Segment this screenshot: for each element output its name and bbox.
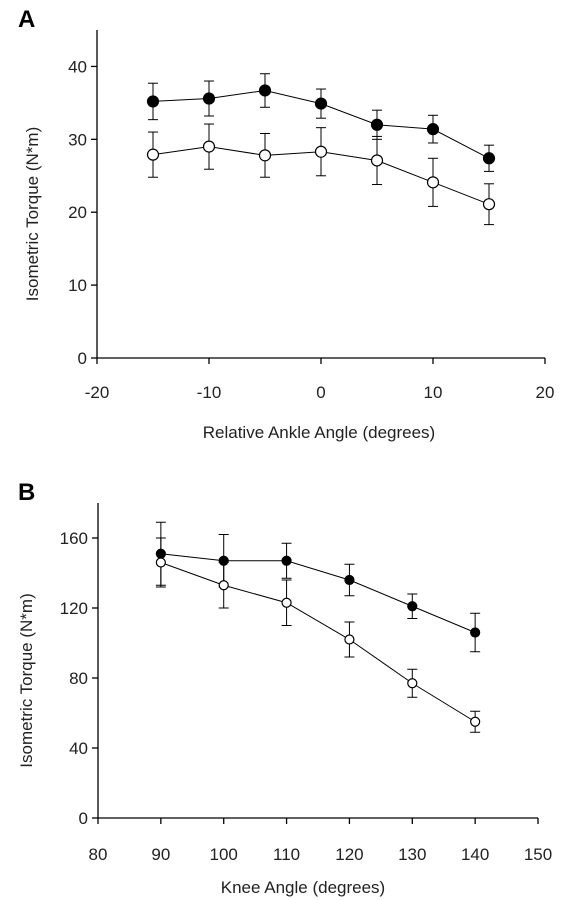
data-point-filled [482, 152, 496, 165]
x-tick-label: 110 [273, 845, 300, 864]
data-point-open [155, 557, 166, 568]
panel-letter: A [18, 6, 35, 33]
x-tick-label: 100 [210, 845, 238, 864]
x-tick-label: 130 [398, 845, 426, 864]
data-point-filled [281, 555, 292, 566]
data-point-open [426, 176, 440, 189]
panel-letter: B [18, 479, 35, 506]
x-tick-label: 150 [524, 845, 552, 864]
y-tick-label: 20 [68, 203, 87, 222]
data-point-filled [314, 97, 328, 110]
x-tick-label: 0 [316, 383, 325, 402]
x-axis-title: Knee Angle (degrees) [221, 878, 385, 897]
data-point-filled [202, 92, 216, 105]
data-point-open [344, 634, 355, 645]
data-point-open [370, 154, 384, 167]
data-point-filled [146, 95, 160, 108]
y-tick-label: 160 [60, 529, 88, 548]
data-point-open [258, 149, 272, 162]
data-point-filled [370, 118, 384, 131]
y-tick-label: 40 [68, 57, 87, 76]
y-tick-label: 120 [60, 599, 88, 618]
data-point-open [281, 597, 292, 608]
x-tick-label: 80 [89, 845, 108, 864]
x-tick-label: 90 [151, 845, 170, 864]
data-point-filled [258, 84, 272, 97]
y-tick-label: 0 [78, 349, 87, 368]
data-point-filled [426, 123, 440, 136]
series-line-open [160, 562, 476, 723]
y-tick-label: 0 [79, 809, 88, 828]
data-point-open [314, 145, 328, 158]
data-point-open [470, 716, 481, 727]
data-point-open [146, 148, 160, 161]
x-tick-label: -20 [85, 383, 110, 402]
panel-a: A 0 10 20 30 40 -20 -10 0 10 20 Relative Ankle Angl… [18, 6, 554, 442]
y-tick-label: 40 [69, 739, 88, 758]
data-point-filled [344, 574, 355, 586]
x-tick-label: 140 [461, 845, 489, 864]
x-tick-label: 10 [424, 383, 443, 402]
y-axis-title: Isometric Torque (N*m) [17, 593, 36, 767]
data-point-open [218, 580, 229, 591]
y-tick-label: 10 [68, 276, 87, 295]
data-point-open [202, 140, 216, 153]
x-axis-title: Relative Ankle Angle (degrees) [203, 423, 435, 442]
series-line-filled [160, 553, 476, 633]
x-tick-label: 120 [335, 845, 363, 864]
data-point-filled [407, 601, 418, 612]
x-tick-label: -10 [197, 383, 222, 402]
y-tick-label: 30 [68, 130, 87, 149]
y-tick-label: 80 [69, 669, 88, 688]
data-point-filled [470, 627, 481, 638]
y-axis-title: Isometric Torque (N*m) [23, 127, 42, 301]
x-tick-label: 20 [536, 383, 555, 402]
data-point-open [482, 198, 496, 211]
panel-b: B 0 40 80 120 160 80 90 100 110 120 130 140 150 Knee A… [17, 479, 552, 897]
data-point-open [407, 678, 418, 689]
